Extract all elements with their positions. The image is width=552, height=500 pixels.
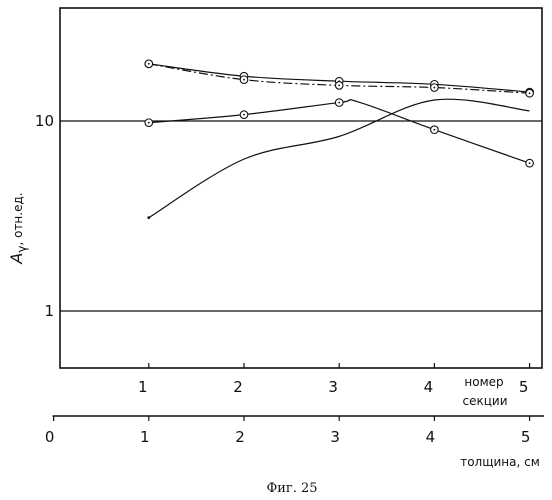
- thickness-tick-label-5: 5: [521, 428, 531, 446]
- series-3-marker-dot-1: [148, 122, 150, 124]
- series-3-line: [149, 100, 530, 164]
- thickness-tick-label-0: 0: [45, 428, 55, 446]
- series-3-marker-dot-5: [529, 162, 531, 164]
- svg-text:Aγ, отн.ед.: Aγ, отн.ед.: [7, 192, 29, 264]
- y-axis-label-sub: γ: [15, 246, 29, 253]
- series-4-start-point: [147, 216, 150, 219]
- plot-frame: [60, 8, 542, 368]
- ytick-label-1: 1: [44, 302, 54, 320]
- thickness-tick-label-4: 4: [426, 428, 436, 446]
- thickness-tick-label-1: 1: [140, 428, 150, 446]
- figure-caption: Фиг. 25: [266, 481, 317, 496]
- series-2-marker-dot-3: [338, 84, 340, 86]
- section-axis-title-line1: номер: [464, 375, 503, 389]
- y-axis-label-main: A: [7, 253, 26, 265]
- series-2-marker-dot-1: [148, 63, 150, 65]
- y-axis-label: Aγ, отн.ед.: [7, 192, 29, 264]
- series-3-marker-dot-4: [434, 129, 436, 131]
- series-3-marker-dot-2: [243, 114, 245, 116]
- series-3-marker-dot-3: [338, 102, 340, 104]
- thickness-tick-label-2: 2: [235, 428, 245, 446]
- y-axis-label-unit: , отн.ед.: [11, 192, 25, 245]
- ytick-label-10: 10: [35, 112, 54, 130]
- section-tick-label-4: 4: [424, 378, 434, 396]
- section-tick-label-5: 5: [519, 378, 529, 396]
- thickness-axis-title: толщина, см: [460, 455, 540, 469]
- thickness-tick-label-3: 3: [330, 428, 340, 446]
- series-2-marker-dot-4: [434, 87, 436, 89]
- section-axis-title-line2: секции: [463, 394, 508, 408]
- series-2-marker-dot-5: [529, 92, 531, 94]
- section-tick-label-2: 2: [233, 378, 243, 396]
- series-2-marker-dot-2: [243, 79, 245, 81]
- series-4-line: [149, 99, 530, 217]
- section-tick-label-3: 3: [328, 378, 338, 396]
- section-tick-label-1: 1: [138, 378, 148, 396]
